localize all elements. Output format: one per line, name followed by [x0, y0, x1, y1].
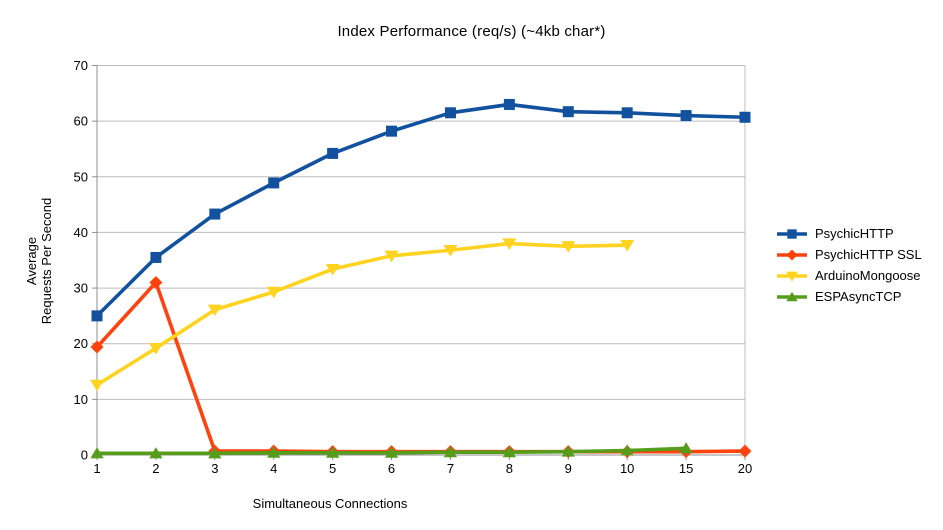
y-tick-label: 50	[74, 169, 88, 184]
chart-title: Index Performance (req/s) (~4kb char*)	[337, 23, 606, 40]
legend-marker-triangle-down-icon	[777, 271, 807, 281]
legend-item-espasynctcp: ESPAsyncTCP	[776, 286, 922, 307]
legend-marker-shape	[786, 248, 798, 261]
data-point-espasynctcp	[326, 446, 340, 458]
data-point-psychichttp-ssl	[149, 276, 163, 290]
x-tick-label: 3	[211, 461, 218, 476]
y-tick-label: 30	[74, 281, 88, 296]
legend-marker-square-icon	[777, 228, 807, 239]
y-tick-label: 0	[81, 448, 88, 463]
data-point-psychichttp	[268, 177, 280, 189]
x-tick-label: 8	[506, 461, 513, 476]
data-point-psychichttp-ssl	[90, 340, 104, 354]
x-tick-label: 9	[565, 461, 572, 476]
legend: PsychicHTTP PsychicHTTP SSL ArduinoMongoos…	[776, 223, 922, 307]
legend-label: ArduinoMongoose	[815, 268, 921, 283]
data-point-arduinomongoose	[266, 286, 281, 299]
legend-label: PsychicHTTP SSL	[815, 247, 922, 262]
series-line-psychichttp	[95, 102, 747, 318]
data-point-arduinomongoose	[443, 245, 458, 257]
x-tick-label: 7	[447, 461, 454, 476]
data-point-espasynctcp	[208, 447, 222, 459]
data-point-espasynctcp	[443, 446, 458, 458]
x-tick-label: 10	[620, 461, 634, 476]
data-point-arduinomongoose	[502, 238, 517, 250]
data-point-psychichttp	[503, 98, 515, 110]
x-tick-label: 1	[93, 461, 100, 476]
legend-marker-shape	[786, 271, 798, 281]
x-tick-label: 4	[270, 461, 277, 476]
series-line-psychichttp-ssl	[95, 280, 747, 454]
data-point-psychichttp	[209, 208, 221, 220]
legend-item-psychichttp: PsychicHTTP	[776, 223, 922, 244]
data-point-psychichttp	[444, 107, 456, 119]
data-point-arduinomongoose	[620, 240, 635, 252]
x-tick-label: 6	[388, 461, 395, 476]
data-point-espasynctcp	[267, 446, 281, 458]
legend-label: ESPAsyncTCP	[815, 289, 902, 304]
legend-marker-triangle-up-icon	[777, 291, 807, 301]
data-point-arduinomongoose	[325, 263, 340, 276]
data-point-espasynctcp	[149, 447, 163, 459]
data-point-psychichttp	[680, 110, 692, 122]
data-point-psychichttp	[327, 147, 339, 159]
data-point-espasynctcp	[502, 446, 516, 458]
x-axis-title: Simultaneous Connections	[252, 496, 408, 511]
data-point-psychichttp	[562, 106, 574, 118]
y-tick-label: 20	[74, 336, 88, 351]
data-point-psychichttp	[739, 111, 751, 123]
y-tick-label: 10	[74, 392, 88, 407]
data-point-arduinomongoose	[207, 304, 222, 317]
legend-marker-shape	[787, 228, 797, 239]
y-tick-label: 40	[74, 225, 88, 240]
data-point-arduinomongoose	[148, 342, 163, 355]
data-point-psychichttp	[621, 107, 633, 119]
data-point-espasynctcp	[384, 446, 399, 458]
data-point-arduinomongoose	[384, 250, 399, 263]
series-line-arduinomongoose	[95, 241, 629, 387]
x-tick-label: 20	[738, 461, 752, 476]
data-point-psychichttp	[91, 310, 103, 322]
x-tick-label: 5	[329, 461, 336, 476]
data-point-espasynctcp	[620, 444, 634, 456]
legend-label: PsychicHTTP	[815, 226, 894, 241]
data-point-espasynctcp	[679, 442, 693, 454]
data-point-psychichttp	[150, 251, 162, 263]
legend-item-arduinomongoose: ArduinoMongoose	[776, 265, 922, 286]
data-point-arduinomongoose	[90, 379, 104, 392]
data-point-arduinomongoose	[561, 241, 576, 253]
legend-marker-diamond-icon	[777, 248, 807, 261]
legend-item-psychichttp-ssl: PsychicHTTP SSL	[776, 244, 922, 265]
y-tick-label: 60	[74, 114, 88, 129]
legend-marker-shape	[786, 291, 798, 301]
data-point-psychichttp	[386, 125, 398, 137]
x-tick-label: 2	[152, 461, 159, 476]
data-point-espasynctcp	[90, 447, 104, 459]
y-tick-label: 70	[74, 58, 88, 73]
data-point-psychichttp-ssl	[738, 444, 752, 458]
data-point-espasynctcp	[561, 445, 575, 457]
x-tick-label: 15	[679, 461, 693, 476]
